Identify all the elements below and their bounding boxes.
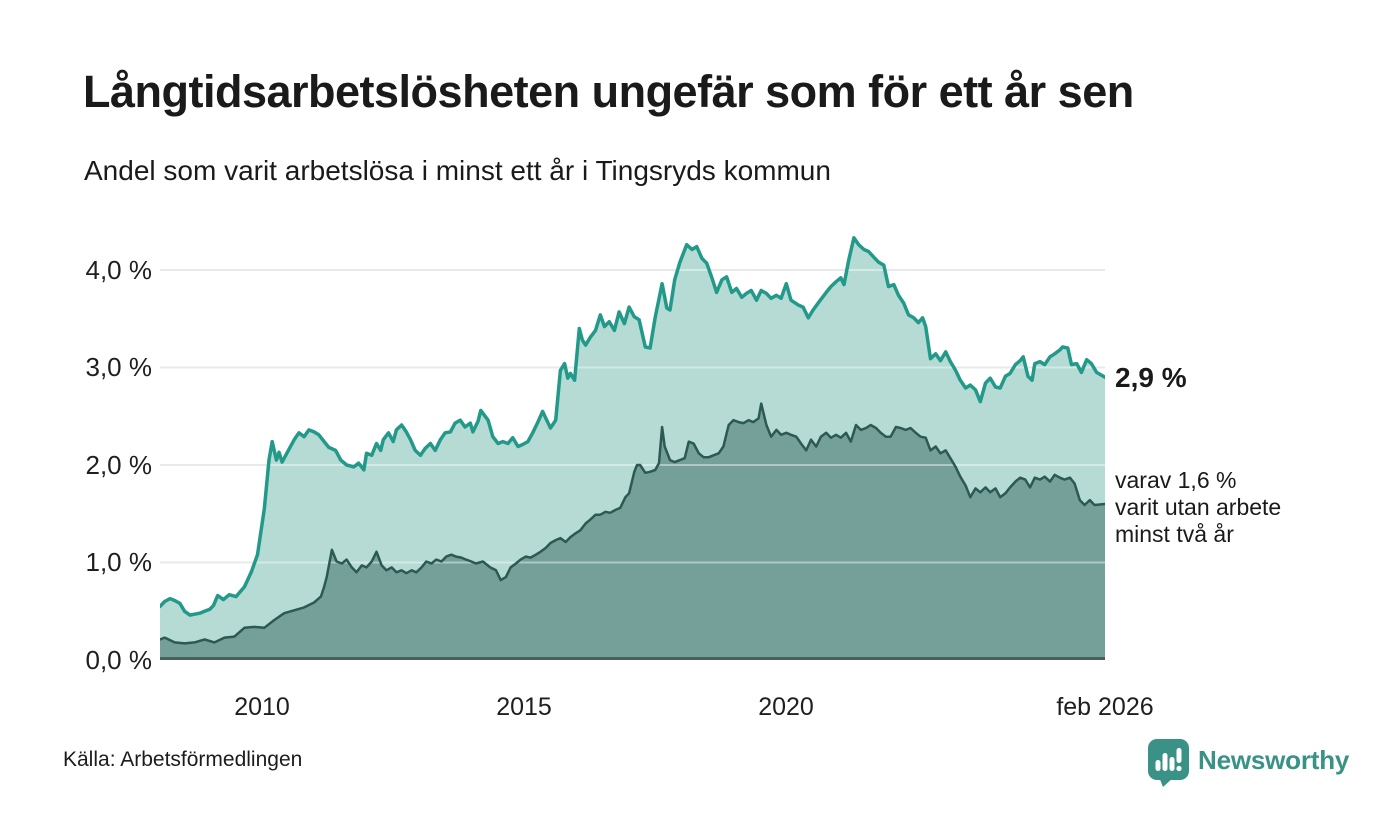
latest-value-label: 2,9 % [1115, 362, 1187, 393]
y-axis-tick-label-0: 0,0 % [85, 645, 153, 675]
speech-bubble-bar-chart-icon [1148, 739, 1189, 787]
x-axis-tick-label-2010: 2010 [234, 693, 290, 721]
x-axis-tick-label-2015: 2015 [496, 693, 552, 721]
y-axis-tick-label-1: 1,0 % [85, 547, 153, 577]
page-title: Långtidsarbetslösheten ungefär som för e… [83, 66, 1134, 117]
y-axis-tick-label-3: 3,0 % [85, 352, 153, 382]
secondary-annotation-line-2: varit utan arbete [1115, 494, 1282, 520]
x-axis-tick-label-2020: 2020 [758, 693, 814, 721]
area-chart-plot [160, 236, 1105, 660]
secondary-annotation-line-3: minst två år [1115, 521, 1234, 547]
x-axis-tick-label-feb-2026: feb 2026 [1056, 693, 1154, 721]
y-axis-tick-label-2: 2,0 % [85, 450, 153, 480]
newsworthy-wordmark: Newsworthy [1198, 745, 1350, 775]
source-note: Källa: Arbetsförmedlingen [63, 748, 303, 771]
secondary-annotation-line-1: varav 1,6 % [1115, 467, 1237, 493]
newsworthy-logo: Newsworthy [1148, 739, 1349, 787]
chart-subtitle: Andel som varit arbetslösa i minst ett å… [84, 155, 831, 186]
secondary-series-annotation: varav 1,6 % varit utan arbete minst två … [1115, 467, 1281, 548]
y-axis-tick-label-4: 4,0 % [85, 255, 153, 285]
